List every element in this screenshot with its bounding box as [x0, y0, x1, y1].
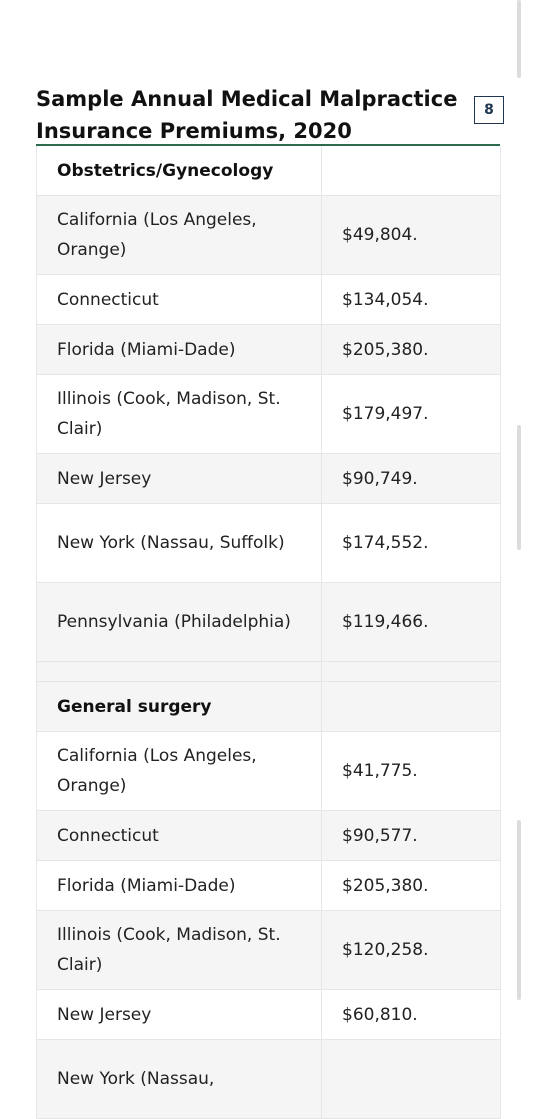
premiums-table: Obstetrics/Gynecology California (Los An…	[36, 146, 501, 1119]
state-cell: Illinois (Cook, Madison, St. Clair)	[37, 911, 322, 989]
premium-cell: $90,749.	[322, 454, 501, 503]
state-cell: New York (Nassau, Suffolk)	[37, 504, 322, 582]
state-cell: Connecticut	[37, 275, 322, 324]
table-row: Connecticut $134,054.	[37, 275, 501, 325]
section-heading: General surgery	[37, 682, 322, 731]
premium-cell: $120,258.	[322, 911, 501, 989]
table-row: New Jersey $60,810.	[37, 990, 501, 1040]
table-row: Connecticut $90,577.	[37, 811, 501, 861]
table-row: Florida (Miami-Dade) $205,380.	[37, 861, 501, 911]
state-cell: California (Los Angeles, Orange)	[37, 196, 322, 274]
premium-cell: $60,810.	[322, 990, 501, 1039]
table-row: Illinois (Cook, Madison, St. Clair) $179…	[37, 375, 501, 454]
table-row: Florida (Miami-Dade) $205,380.	[37, 325, 501, 375]
scrollbar-track[interactable]	[517, 0, 521, 78]
title-divider	[36, 144, 500, 146]
state-cell: California (Los Angeles, Orange)	[37, 732, 322, 810]
premium-cell: $174,552.	[322, 504, 501, 582]
page-number-badge: 8	[474, 96, 504, 124]
premium-cell: $205,380.	[322, 861, 501, 910]
premium-cell: $179,497.	[322, 375, 501, 453]
scrollbar-track[interactable]	[517, 820, 521, 1000]
premium-cell: $205,380.	[322, 325, 501, 374]
section-header-row: Obstetrics/Gynecology	[37, 146, 501, 196]
section-header-row: General surgery	[37, 682, 501, 732]
empty-cell	[322, 146, 501, 195]
table-row: Pennsylvania (Philadelphia) $119,466.	[37, 583, 501, 662]
state-cell: New York (Nassau,	[37, 1040, 322, 1118]
empty-cell	[322, 662, 501, 681]
table-row: California (Los Angeles, Orange) $49,804…	[37, 196, 501, 275]
state-cell: Florida (Miami-Dade)	[37, 325, 322, 374]
empty-cell	[37, 662, 322, 681]
empty-cell	[322, 682, 501, 731]
premium-cell: $119,466.	[322, 583, 501, 661]
table-row: New Jersey $90,749.	[37, 454, 501, 504]
table-row: New York (Nassau, Suffolk) $174,552.	[37, 504, 501, 583]
table-row: California (Los Angeles, Orange) $41,775…	[37, 732, 501, 811]
page-title: Sample Annual Medical Malpractice Insura…	[36, 87, 458, 143]
premium-cell	[322, 1040, 501, 1118]
state-cell: Connecticut	[37, 811, 322, 860]
state-cell: New Jersey	[37, 454, 322, 503]
table-row: Illinois (Cook, Madison, St. Clair) $120…	[37, 911, 501, 990]
table-row: New York (Nassau,	[37, 1040, 501, 1119]
premium-cell: $90,577.	[322, 811, 501, 860]
spacer-row	[37, 662, 501, 682]
state-cell: Illinois (Cook, Madison, St. Clair)	[37, 375, 322, 453]
state-cell: Florida (Miami-Dade)	[37, 861, 322, 910]
premium-cell: $134,054.	[322, 275, 501, 324]
state-cell: New Jersey	[37, 990, 322, 1039]
premium-cell: $49,804.	[322, 196, 501, 274]
premium-cell: $41,775.	[322, 732, 501, 810]
state-cell: Pennsylvania (Philadelphia)	[37, 583, 322, 661]
section-heading: Obstetrics/Gynecology	[37, 146, 322, 195]
scrollbar-track[interactable]	[517, 425, 521, 550]
